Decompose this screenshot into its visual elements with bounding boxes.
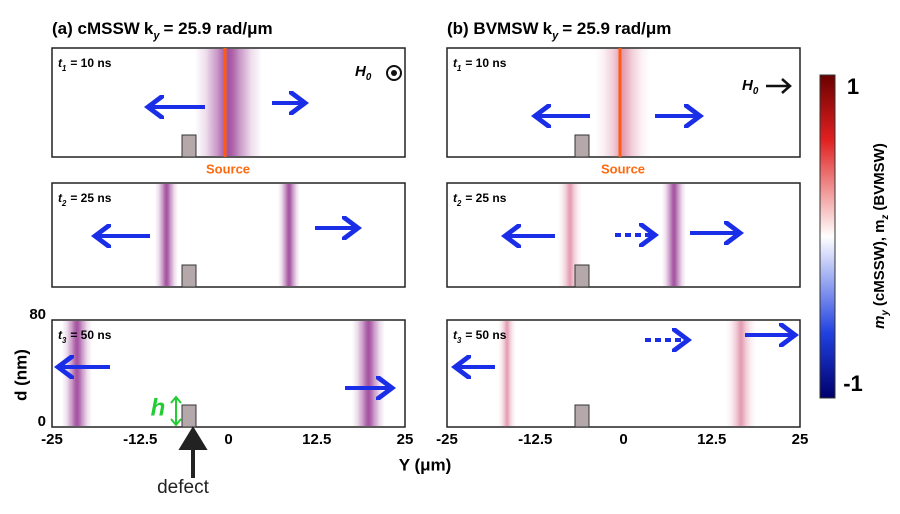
panel-title-part: = 25.9 rad/μm	[163, 19, 272, 38]
panel-title: (a) cMSSW ky = 25.9 rad/μm	[52, 19, 273, 41]
y-axis-label: d (nm)	[11, 349, 30, 401]
time-label-part: 1	[457, 64, 461, 73]
colorbar-tick: -1	[843, 371, 863, 396]
time-label: t2 = 25 ns	[58, 191, 112, 207]
x-tick-label: 12.5	[302, 431, 331, 448]
wave	[162, 184, 171, 286]
panel-title-part: (a) cMSSW	[52, 19, 141, 38]
wave	[566, 184, 574, 286]
time-label: t1 = 10 ns	[58, 56, 112, 72]
colorbar-label: my(cMSSW),mz(BVMSW)	[871, 143, 891, 329]
time-label-part: 3	[62, 336, 67, 345]
colorbar-label-part: (BVMSW)	[871, 143, 888, 211]
time-label: t1 = 10 ns	[453, 56, 507, 72]
wave	[670, 184, 678, 286]
panel-title-part: y	[152, 30, 160, 42]
field-arrow	[766, 78, 792, 94]
source-label: Source	[601, 161, 645, 176]
time-label-part: t	[58, 191, 63, 205]
time-label-part: 1	[62, 64, 66, 73]
defect	[574, 404, 590, 428]
defect	[574, 134, 590, 158]
panel-title: (b) BVMSW ky = 25.9 rad/μm	[447, 19, 671, 41]
wave	[736, 321, 746, 426]
field-label-part: 0	[753, 86, 759, 97]
frame	[51, 319, 406, 428]
time-label-part: t	[453, 56, 458, 70]
time-label: t2 = 25 ns	[453, 191, 507, 207]
x-tick-label: -12.5	[123, 431, 157, 448]
defect	[181, 264, 197, 288]
time-label-part: = 10 ns	[465, 56, 506, 70]
time-label-part: t	[453, 328, 458, 342]
wave	[217, 49, 240, 156]
time-label-part: t	[453, 191, 458, 205]
panel-title-part: k	[144, 19, 154, 38]
x-tick-label: 25	[792, 431, 809, 448]
wave	[285, 184, 293, 286]
colorbar-label-part: y	[880, 309, 891, 316]
colorbar	[819, 74, 836, 399]
time-label-part: = 50 ns	[465, 328, 506, 342]
x-tick-label: -25	[41, 431, 63, 448]
wave	[72, 321, 82, 426]
y-tick-label: 0	[38, 413, 46, 430]
x-tick-label: -25	[436, 431, 458, 448]
panel-title-part: (b) BVMSW	[447, 19, 540, 38]
x-tick-label: 12.5	[697, 431, 726, 448]
colorbar-label-part: m	[871, 315, 888, 328]
wave	[613, 49, 632, 156]
time-label-part: t	[58, 56, 63, 70]
h-label: h	[151, 394, 166, 421]
field-label-part: H	[355, 63, 367, 80]
defect-label: defect	[157, 477, 209, 498]
source-label: Source	[206, 161, 250, 176]
colorbar-label-part: m	[871, 220, 888, 233]
panel-title-part: = 25.9 rad/μm	[562, 19, 671, 38]
field-label-part: H	[742, 77, 754, 94]
field-dot	[386, 65, 402, 81]
x-tick-label: 0	[619, 431, 627, 448]
time-label-part: 3	[457, 336, 462, 345]
time-label-part: 2	[456, 199, 462, 208]
wave	[363, 321, 374, 426]
wave	[504, 321, 510, 426]
h-arrow	[170, 395, 182, 427]
time-label-part: t	[58, 328, 63, 342]
panel-title-part: y	[551, 30, 559, 42]
field-dot	[391, 70, 397, 76]
colorbar-tick: 1	[847, 74, 859, 99]
x-tick-label: 0	[224, 431, 232, 448]
y-tick-label: 80	[29, 306, 46, 323]
time-label-part: = 25 ns	[70, 191, 111, 205]
field-label: H0	[355, 63, 372, 83]
colorbar-label-part: z	[880, 215, 891, 221]
x-tick-label: 25	[397, 431, 414, 448]
time-label: t3 = 50 ns	[453, 328, 507, 344]
time-label-part: 2	[61, 199, 67, 208]
defect	[181, 134, 197, 158]
time-label: t3 = 50 ns	[58, 328, 112, 344]
panel-title-part: k	[543, 19, 553, 38]
x-tick-label: -12.5	[518, 431, 552, 448]
defect	[181, 404, 197, 428]
field-label-part: 0	[366, 72, 372, 83]
defect-arrow	[178, 426, 208, 478]
time-label-part: = 25 ns	[465, 191, 506, 205]
defect	[574, 264, 590, 288]
colorbar-label-part: (cMSSW),	[871, 237, 888, 306]
field-label: H0	[742, 77, 759, 97]
x-axis-label: Y (μm)	[399, 455, 452, 474]
time-label-part: = 10 ns	[70, 56, 111, 70]
time-label-part: = 50 ns	[70, 328, 111, 342]
